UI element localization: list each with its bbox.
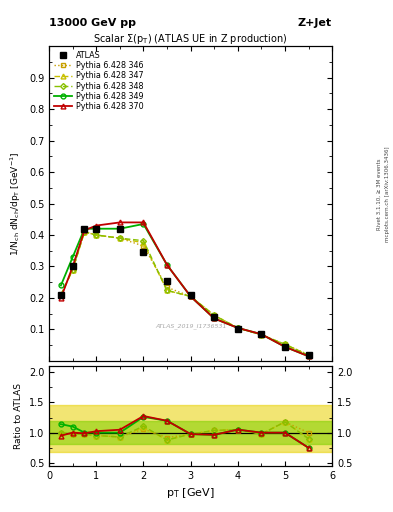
Text: Rivet 3.1.10, ≥ 3M events: Rivet 3.1.10, ≥ 3M events: [377, 159, 382, 230]
Bar: [49, 420, 332, 443]
Y-axis label: Ratio to ATLAS: Ratio to ATLAS: [14, 383, 23, 449]
Legend: ATLAS, Pythia 6.428 346, Pythia 6.428 347, Pythia 6.428 348, Pythia 6.428 349, P: ATLAS, Pythia 6.428 346, Pythia 6.428 34…: [52, 49, 145, 113]
Y-axis label: 1/N$_\mathrm{ch}$ dN$_\mathrm{ch}$/dp$_\mathrm{T}$ [GeV$^{-1}$]: 1/N$_\mathrm{ch}$ dN$_\mathrm{ch}$/dp$_\…: [9, 152, 23, 255]
Text: mcplots.cern.ch [arXiv:1306.3436]: mcplots.cern.ch [arXiv:1306.3436]: [385, 147, 389, 242]
Text: ATLAS_2019_I1736531: ATLAS_2019_I1736531: [155, 324, 226, 330]
Bar: [49, 406, 332, 452]
Title: Scalar $\Sigma$(p$_\mathrm{T}$) (ATLAS UE in Z production): Scalar $\Sigma$(p$_\mathrm{T}$) (ATLAS U…: [94, 32, 288, 46]
Text: Z+Jet: Z+Jet: [298, 18, 332, 28]
X-axis label: p$_\mathrm{T}$ [GeV]: p$_\mathrm{T}$ [GeV]: [166, 486, 215, 500]
Text: 13000 GeV pp: 13000 GeV pp: [49, 18, 136, 28]
